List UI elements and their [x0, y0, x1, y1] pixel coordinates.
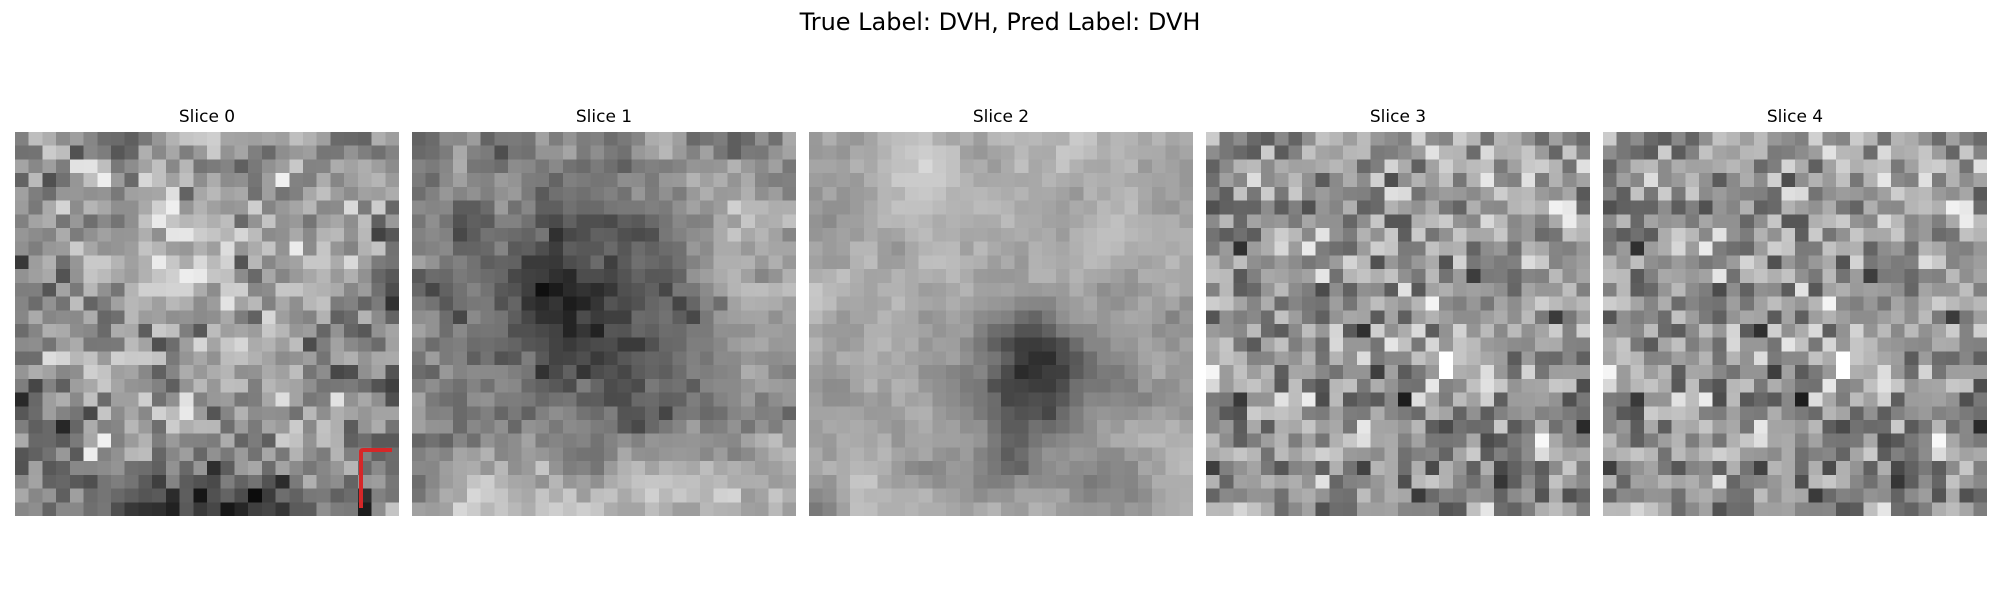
slice-title: Slice 1 — [575, 107, 633, 127]
slice-image-0 — [15, 132, 399, 516]
slice-panel-1: Slice 1 — [412, 106, 796, 516]
slice-panel-2: Slice 2 — [809, 106, 1193, 516]
slice-title: Slice 4 — [1766, 107, 1824, 127]
slice-title: Slice 3 — [1369, 107, 1427, 127]
slice-panel-3: Slice 3 — [1206, 106, 1590, 516]
slice-title: Slice 2 — [972, 107, 1030, 127]
figure-title: True Label: DVH, Pred Label: DVH — [799, 8, 1201, 36]
slice-panel-0: Slice 0 — [15, 106, 399, 516]
slice-image-2 — [809, 132, 1193, 516]
slice-image-3 — [1206, 132, 1590, 516]
slice-title: Slice 0 — [178, 107, 236, 127]
slice-image-1 — [412, 132, 796, 516]
slice-panel-4: Slice 4 — [1603, 106, 1987, 516]
slice-image-4 — [1603, 132, 1987, 516]
